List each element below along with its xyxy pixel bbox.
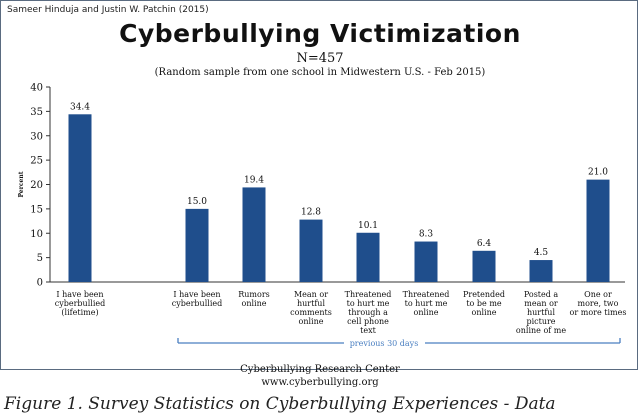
y-tick-label: 20 [30,180,43,191]
y-tick-label: 5 [37,253,43,264]
source-line-1: Cyberbullying Research Center [240,364,400,375]
bar [529,260,553,282]
category-label: Pretended to be me online [463,290,505,317]
author-credit: Sameer Hinduja and Justin W. Patchin (20… [7,5,209,15]
bar [356,232,380,282]
bar [242,187,266,282]
bar-value-label: 19.4 [244,175,264,185]
chart-panel: Sameer Hinduja and Justin W. Patchin (20… [0,0,638,388]
y-tick-label: 30 [30,131,43,142]
category-label: I have been cyberbullied [172,290,222,308]
bar [299,219,323,282]
bar-chart: 0 5 10 15 20 25 30 35 40 Percent 34.4 I have been c… [18,83,627,349]
bracket-label: previous 30 days [350,339,419,348]
bar-value-label: 8.3 [419,230,434,240]
y-axis-label: Percent [18,171,25,197]
chart-subtitle: N=457 [296,51,344,66]
bar [586,179,610,282]
bar-value-label: 12.8 [301,208,321,218]
y-tick-label: 0 [37,278,43,289]
bar [414,241,438,282]
bar-value-label: 6.4 [477,239,492,249]
chart-note: (Random sample from one school in Midwes… [154,67,486,78]
category-label: One or more, two or more times [570,290,627,317]
y-tick-label: 35 [30,107,43,118]
y-tick-label: 10 [30,229,43,240]
y-tick-label: 40 [30,83,43,94]
bar-value-label: 4.5 [534,248,549,258]
bar-value-label: 15.0 [187,197,207,207]
bar [68,114,92,282]
category-label: Posted a mean or hurtful picture online of m… [516,290,566,335]
category-label: I have been cyberbullied (lifetime) [55,290,105,317]
category-label: Rumors online [238,290,270,308]
y-tick-label: 15 [30,204,43,215]
category-label: Mean or hurtful comments online [290,290,332,326]
bar-value-label: 21.0 [588,168,608,178]
source-line-2: www.cyberbullying.org [261,377,379,388]
bar-value-label: 34.4 [70,102,90,112]
chart-title: Cyberbullying Victimization [119,19,521,48]
bar-value-label: 10.1 [358,221,378,231]
category-label: Threatened to hurt me through a cell phone t… [345,290,392,335]
category-label: Threatened to hurt me online [403,290,450,317]
bar [185,208,209,282]
figure-caption: Figure 1. Survey Statistics on Cyberbull… [4,394,556,414]
bar [472,250,496,282]
y-tick-label: 25 [30,156,43,167]
